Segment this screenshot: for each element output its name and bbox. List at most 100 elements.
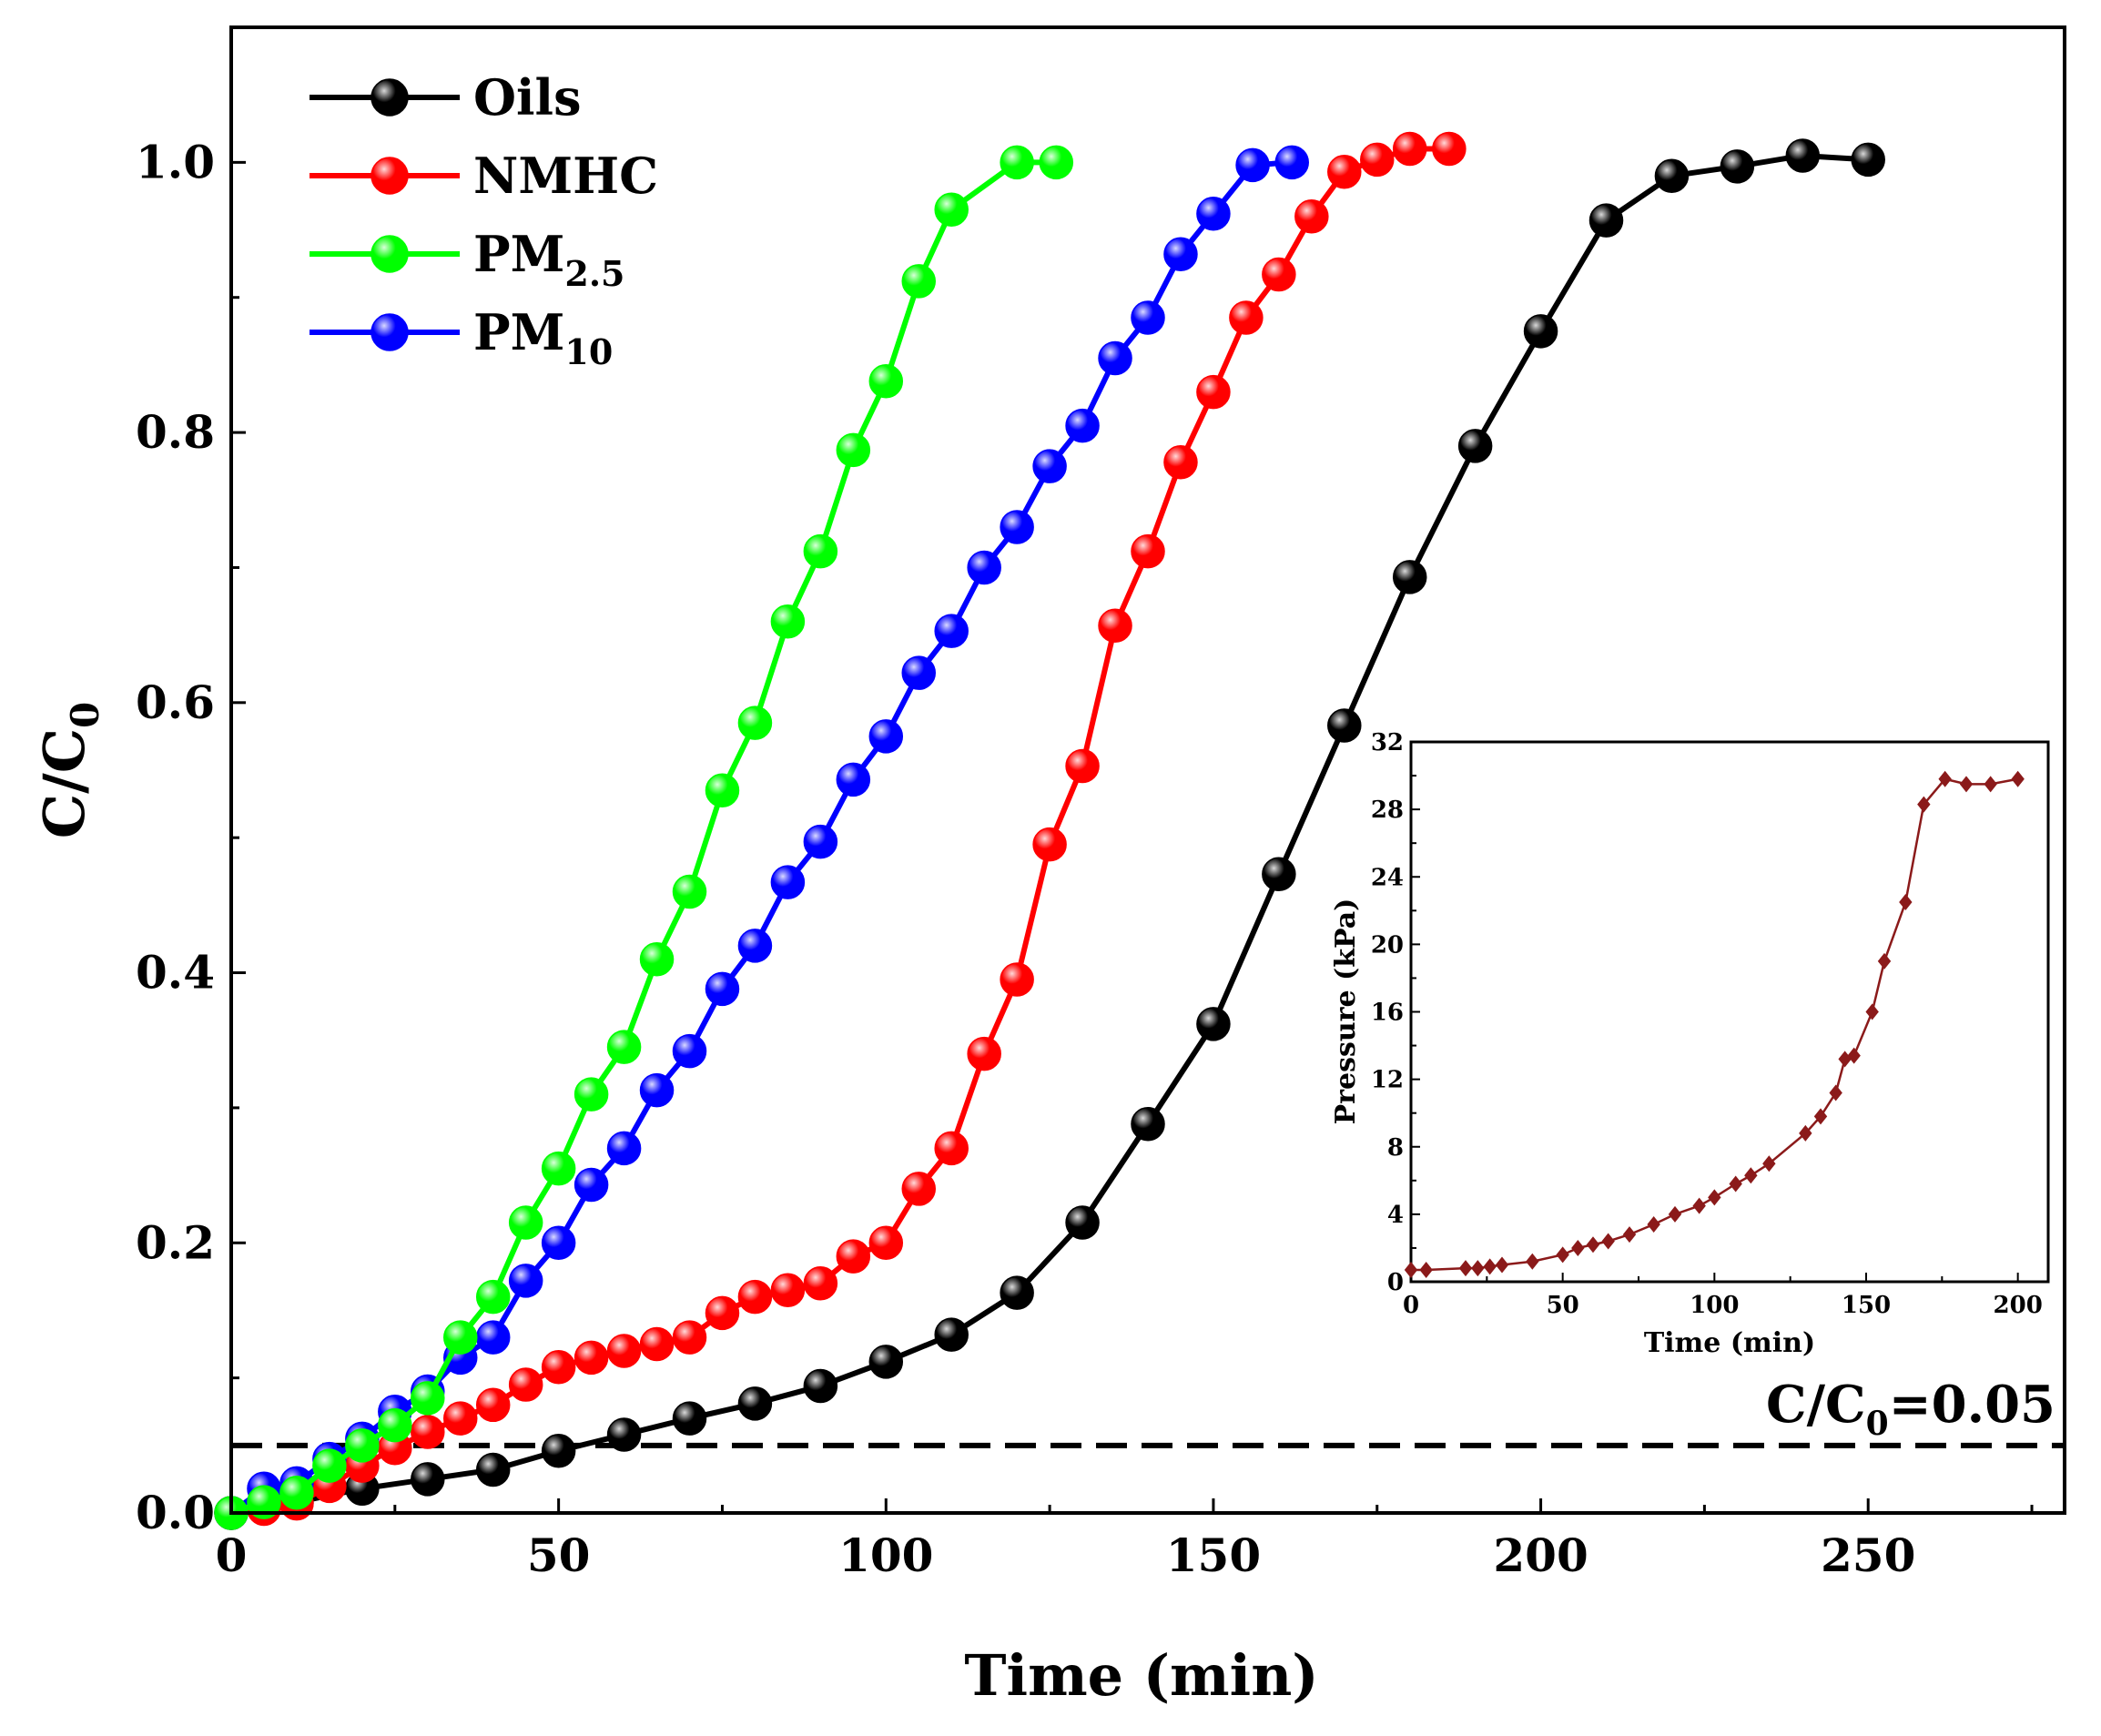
x-tick-label: 150 bbox=[1166, 1528, 1261, 1582]
data-point bbox=[1392, 131, 1427, 167]
inset-x-tick-label: 200 bbox=[1994, 1292, 2043, 1319]
data-point bbox=[1163, 237, 1198, 272]
legend-marker bbox=[370, 78, 409, 117]
data-point bbox=[508, 1205, 543, 1240]
inset-y-axis-title: Pressure (kPa) bbox=[1330, 898, 1362, 1125]
data-point bbox=[475, 1320, 511, 1355]
legend-item: Oils bbox=[310, 68, 581, 127]
inset-y-tick-label: 24 bbox=[1371, 864, 1404, 891]
data-point bbox=[737, 706, 773, 740]
y-tick-label: 0.8 bbox=[136, 405, 215, 459]
inset-data-point bbox=[1799, 1124, 1812, 1142]
data-point bbox=[705, 773, 740, 808]
inset-data-point bbox=[1692, 1197, 1706, 1214]
legend: Oils NMHC PM2.5 PM10 bbox=[310, 68, 658, 372]
inset-y-tick-label: 32 bbox=[1371, 729, 1404, 756]
y-tick-label: 0.2 bbox=[136, 1215, 215, 1269]
data-point bbox=[1032, 827, 1067, 862]
inset-data-point bbox=[1984, 776, 1997, 793]
inset-data-point bbox=[1586, 1236, 1600, 1254]
data-point bbox=[1432, 131, 1467, 167]
inset-data-point bbox=[2011, 770, 2025, 787]
legend-marker bbox=[370, 313, 409, 351]
data-point bbox=[475, 1452, 511, 1487]
data-point bbox=[672, 874, 707, 909]
data-point bbox=[705, 1295, 740, 1331]
data-point bbox=[411, 1415, 445, 1449]
inset-axes: 0 50 100 150 200 0 4 8 12 16 20 24 28 32 bbox=[1371, 729, 2043, 1319]
y-tick-label: 1.0 bbox=[136, 135, 215, 188]
data-point bbox=[901, 655, 936, 690]
data-point bbox=[1065, 408, 1100, 443]
data-point bbox=[1327, 708, 1362, 743]
data-point bbox=[475, 1387, 511, 1423]
data-point bbox=[1392, 560, 1427, 594]
inset-data-point bbox=[1458, 1260, 1473, 1277]
data-point bbox=[1785, 138, 1821, 173]
data-point bbox=[475, 1279, 511, 1315]
data-point bbox=[1851, 142, 1885, 178]
legend-label: Oils bbox=[473, 68, 581, 127]
inset-data-point bbox=[1483, 1258, 1497, 1275]
data-point bbox=[770, 865, 806, 899]
inset-data-point bbox=[1938, 770, 1952, 787]
inset-y-tick-label: 20 bbox=[1371, 931, 1404, 959]
inset-data-point bbox=[1708, 1189, 1721, 1206]
data-point bbox=[1196, 1007, 1231, 1041]
inset-series-group bbox=[1404, 770, 2025, 1279]
x-tick-label: 200 bbox=[1493, 1528, 1588, 1582]
inset-pressure-chart: 0 50 100 150 200 0 4 8 12 16 20 24 28 32 Time (min) P… bbox=[1330, 729, 2050, 1359]
y-tick-label: 0.4 bbox=[136, 946, 215, 1000]
inset-y-tick-label: 4 bbox=[1387, 1202, 1404, 1229]
inset-data-point bbox=[1419, 1262, 1433, 1279]
data-point bbox=[606, 1334, 642, 1368]
legend-label: PM10 bbox=[473, 303, 613, 372]
data-point bbox=[1131, 1106, 1165, 1142]
inset-data-point bbox=[1829, 1084, 1842, 1101]
data-point bbox=[803, 1368, 838, 1404]
data-point bbox=[345, 1428, 380, 1463]
data-point bbox=[934, 614, 969, 648]
data-point bbox=[836, 762, 871, 797]
data-point bbox=[1235, 147, 1270, 183]
inset-plot-frame bbox=[1409, 740, 2050, 1284]
data-point bbox=[1654, 158, 1690, 193]
inset-data-point bbox=[1865, 1003, 1879, 1020]
x-axis-title: Time (min) bbox=[964, 1642, 1318, 1709]
data-point bbox=[1039, 145, 1074, 180]
data-point bbox=[803, 1266, 838, 1301]
data-point bbox=[1000, 1275, 1034, 1310]
data-point bbox=[737, 1279, 773, 1315]
data-point bbox=[1163, 444, 1198, 480]
data-point bbox=[868, 1225, 904, 1261]
inset-data-point bbox=[1404, 1262, 1418, 1279]
legend-label: PM2.5 bbox=[473, 225, 625, 294]
inset-data-point bbox=[1668, 1205, 1682, 1223]
inset-data-point bbox=[1471, 1260, 1485, 1277]
data-point bbox=[508, 1367, 543, 1402]
inset-x-axis-title: Time (min) bbox=[1644, 1327, 1815, 1359]
data-point bbox=[639, 941, 675, 977]
main-plot-frame bbox=[229, 25, 2066, 1515]
threshold-annotation: C/C0=0.05 bbox=[1766, 1375, 2055, 1443]
inset-data-point bbox=[1877, 952, 1892, 970]
inset-y-tick-label: 12 bbox=[1371, 1067, 1404, 1094]
x-tick-label: 250 bbox=[1821, 1528, 1915, 1582]
data-point bbox=[1360, 142, 1395, 178]
legend-item: PM10 bbox=[310, 303, 613, 372]
series-nmhc bbox=[214, 131, 1467, 1530]
data-point bbox=[868, 1345, 904, 1379]
data-point bbox=[770, 604, 806, 639]
data-point bbox=[247, 1485, 281, 1519]
legend-item: NMHC bbox=[310, 147, 658, 205]
y-tick-label: 0.6 bbox=[136, 675, 215, 729]
legend-item: PM2.5 bbox=[310, 225, 625, 294]
inset-y-tick-label: 8 bbox=[1387, 1134, 1404, 1162]
legend-marker bbox=[370, 235, 409, 273]
data-point bbox=[803, 533, 838, 569]
data-point bbox=[541, 1225, 576, 1261]
data-point bbox=[1000, 145, 1034, 180]
data-point bbox=[868, 363, 904, 399]
data-point bbox=[1457, 429, 1493, 463]
